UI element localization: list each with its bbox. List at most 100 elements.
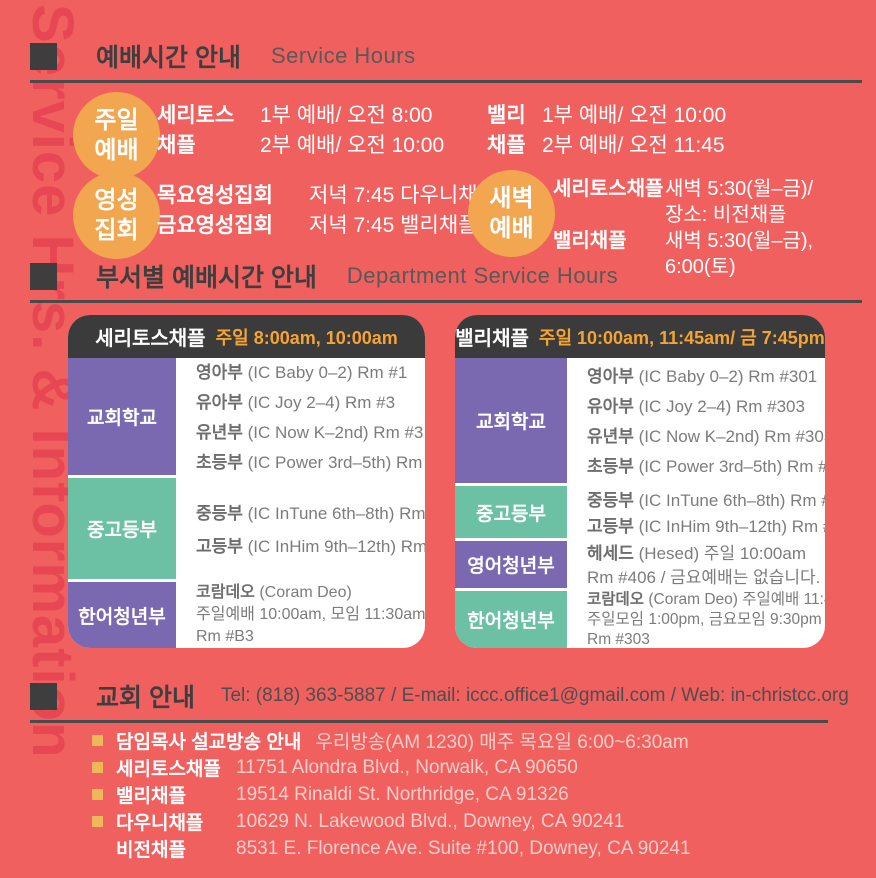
section-title-en: Service Hours bbox=[270, 43, 416, 68]
card-schedule: 주일 10:00am, 11:45am/ 금 7:45pm bbox=[538, 327, 825, 348]
dept-lines: 영아부 (IC Baby 0–2) Rm #1 유아부 (IC Joy 2–4)… bbox=[176, 358, 425, 478]
info-label: 담임목사 설교방송 안내 bbox=[116, 732, 302, 753]
dept-row: 영어청년부 헤세드 (Hesed) 주일 10:00am Rm #406 / 금… bbox=[455, 541, 825, 591]
section-title-ko: 교회 안내 bbox=[96, 684, 195, 712]
sunday-worship-badge: 주일 예배 bbox=[73, 92, 160, 179]
info-item: 세리토스채플 11751 Alondra Blvd., Norwalk, CA … bbox=[92, 754, 691, 781]
dept-lines: 헤세드 (Hesed) 주일 10:00am Rm #406 / 금요예배는 없… bbox=[567, 541, 825, 591]
dept-line: 코람데오 (Coram Deo) 주일예배 11:45am, bbox=[587, 591, 825, 608]
dept-line: 코람데오 (Coram Deo) bbox=[196, 584, 352, 601]
dawn-times: 새벽 5:30(월–금), 6:00(토) bbox=[665, 230, 814, 278]
dept-line: 헤세드 (Hesed) 주일 10:00am bbox=[587, 544, 806, 563]
badge-line: 예배 bbox=[489, 214, 534, 242]
info-label: 비전채플 bbox=[116, 840, 186, 861]
dept-label: 중고등부 bbox=[455, 486, 567, 541]
info-label: 세리토스채플 bbox=[116, 759, 221, 780]
dawn-worship-badge: 새벽 예배 bbox=[468, 170, 555, 257]
dept-line: 주일예배 10:00am, 모임 11:30am bbox=[196, 606, 425, 623]
dept-row: 중고등부 중등부 (IC InTune 6th–8th) Rm #50 고등부 … bbox=[68, 478, 425, 582]
dept-lines: 코람데오 (Coram Deo) 주일예배 11:45am, 주일모임 1:00… bbox=[567, 591, 825, 648]
section-marker-square bbox=[30, 42, 57, 70]
info-label: 밸리채플 bbox=[116, 786, 186, 807]
section-title-ko: 예배시간 안내 bbox=[96, 44, 241, 72]
badge-line: 새벽 bbox=[489, 184, 534, 212]
sunday-valley-group: 밸리 채플 1부 예배/ 오전 10:00 2부 예배/ 오전 11:45 bbox=[487, 101, 726, 161]
dept-line: 주일모임 1:00pm, 금요모임 9:30pm / bbox=[587, 610, 825, 628]
dept-line: 중등부 (IC InTune 6th–8th) Rm #50 bbox=[196, 504, 425, 523]
info-item: 비전채플 8531 E. Florence Ave. Suite #100, D… bbox=[92, 835, 691, 862]
dept-lines: 중등부 (IC InTune 6th–8th) Rm #406 고등부 (IC … bbox=[567, 486, 825, 541]
dept-line: 영아부 (IC Baby 0–2) Rm #1 bbox=[196, 363, 408, 382]
info-value: 10629 N. Lakewood Blvd., Downey, CA 9024… bbox=[236, 810, 625, 832]
chapel-name-label: 세리토스채플 bbox=[553, 178, 664, 200]
church-info-section-header: 교회 안내 Tel: (818) 363-5887 / E-mail: iccc… bbox=[30, 678, 849, 723]
info-value: 8531 E. Florence Ave. Suite #100, Downey… bbox=[236, 837, 691, 859]
service-time-row: 2부 예배/ 오전 10:00 bbox=[260, 134, 445, 157]
card-chapel-name: 세리토스채플 bbox=[95, 328, 206, 350]
chapel-name-label: 밸리 채플 bbox=[487, 104, 526, 157]
spirit-rally-badge: 영성 집회 bbox=[73, 172, 160, 259]
dept-line: 초등부 (IC Power 3rd–5th) Rm #402 bbox=[587, 457, 825, 476]
dept-row: 교회학교 영아부 (IC Baby 0–2) Rm #301 유아부 (IC J… bbox=[455, 358, 825, 486]
card-body: 교회학교 영아부 (IC Baby 0–2) Rm #1 유아부 (IC Joy… bbox=[68, 358, 425, 648]
section-title-en: Department Service Hours bbox=[346, 263, 619, 288]
section-title-ko: 부서별 예배시간 안내 bbox=[96, 264, 317, 292]
dept-label: 교회학교 bbox=[455, 358, 567, 486]
sunday-cerritos-group: 세리토스 채플 1부 예배/ 오전 8:00 2부 예배/ 오전 10:00 bbox=[157, 101, 444, 161]
dept-line: Rm #B3 bbox=[196, 628, 254, 645]
service-time-row: 밸리채플 새벽 5:30(월–금), 6:00(토) bbox=[553, 228, 876, 280]
service-times: 1부 예배/ 오전 8:00 2부 예배/ 오전 10:00 bbox=[260, 101, 444, 161]
service-hours-section-header: 예배시간 안내 Service Hours bbox=[30, 38, 862, 83]
info-value: 19514 Rinaldi St. Northridge, CA 91326 bbox=[236, 783, 569, 805]
dept-line: 고등부 (IC InHim 9th–12th) Rm #50 bbox=[196, 537, 425, 556]
card-header: 밸리채플 주일 10:00am, 11:45am/ 금 7:45pm bbox=[455, 315, 825, 358]
service-time-row: 1부 예배/ 오전 8:00 bbox=[260, 104, 433, 127]
dept-line: 유년부 (IC Now K–2nd) Rm #3 bbox=[196, 423, 424, 442]
dept-row: 교회학교 영아부 (IC Baby 0–2) Rm #1 유아부 (IC Joy… bbox=[68, 358, 425, 478]
dept-line: 유아부 (IC Joy 2–4) Rm #3 bbox=[196, 393, 396, 412]
info-value: 우리방송(AM 1230) 매주 목요일 6:00~6:30am bbox=[315, 732, 689, 753]
dept-label: 한어청년부 bbox=[455, 591, 567, 648]
rally-time: 저녁 7:45 밸리채플 bbox=[309, 214, 478, 237]
dept-line: 유년부 (IC Now K–2nd) Rm #303 bbox=[587, 427, 825, 446]
rally-time: 저녁 7:45 다우니채플 bbox=[309, 184, 497, 207]
card-cerritos-chapel: 세리토스채플 주일 8:00am, 10:00am 교회학교 영아부 (IC B… bbox=[68, 315, 425, 648]
dept-row: 중고등부 중등부 (IC InTune 6th–8th) Rm #406 고등부… bbox=[455, 486, 825, 541]
service-time-row: 금요영성집회 저녁 7:45 밸리채플 bbox=[157, 211, 497, 241]
dawn-worship-group: 세리토스채플 새벽 5:30(월–금)/ 장소: 비전채플 밸리채플 새벽 5:… bbox=[553, 176, 876, 280]
bullet-square-icon bbox=[92, 762, 103, 773]
spirit-rally-group: 목요영성집회 저녁 7:45 다우니채플 금요영성집회 저녁 7:45 밸리채플 bbox=[157, 181, 497, 241]
dept-line: Rm #303 bbox=[587, 630, 650, 648]
dept-label: 영어청년부 bbox=[455, 541, 567, 591]
rally-name-label: 금요영성집회 bbox=[157, 214, 273, 237]
dept-line: 중등부 (IC InTune 6th–8th) Rm #406 bbox=[587, 490, 825, 510]
dept-line: 고등부 (IC InHim 9th–12th) Rm #406 bbox=[587, 516, 825, 536]
bullet-square-icon bbox=[92, 816, 103, 827]
dept-line: 영아부 (IC Baby 0–2) Rm #301 bbox=[587, 367, 818, 386]
chapel-name-label: 세리토스 채플 bbox=[157, 104, 235, 157]
service-time-row: 세리토스채플 새벽 5:30(월–금)/ 장소: 비전채플 bbox=[553, 176, 876, 228]
service-times: 1부 예배/ 오전 10:00 2부 예배/ 오전 11:45 bbox=[542, 101, 726, 161]
info-item: 밸리채플 19514 Rinaldi St. Northridge, CA 91… bbox=[92, 781, 691, 808]
dept-label: 중고등부 bbox=[68, 478, 176, 582]
section-marker-square bbox=[30, 262, 57, 290]
card-body: 교회학교 영아부 (IC Baby 0–2) Rm #301 유아부 (IC J… bbox=[455, 358, 825, 648]
section-marker-square bbox=[30, 682, 57, 710]
dept-lines: 코람데오 (Coram Deo) 주일예배 10:00am, 모임 11:30a… bbox=[176, 582, 425, 648]
card-header: 세리토스채플 주일 8:00am, 10:00am bbox=[68, 315, 425, 358]
contact-line: Tel: (818) 363-5887 / E-mail: iccc.offic… bbox=[220, 685, 849, 706]
dept-label: 교회학교 bbox=[68, 358, 176, 478]
rally-name-label: 목요영성집회 bbox=[157, 184, 273, 207]
info-value: 11751 Alondra Blvd., Norwalk, CA 90650 bbox=[236, 756, 578, 778]
service-time-row: 목요영성집회 저녁 7:45 다우니채플 bbox=[157, 181, 497, 211]
service-time-row: 1부 예배/ 오전 10:00 bbox=[542, 104, 727, 127]
bullet-square-icon bbox=[92, 789, 103, 800]
dept-label: 한어청년부 bbox=[68, 582, 176, 648]
dawn-times: 새벽 5:30(월–금)/ 장소: 비전채플 bbox=[665, 178, 814, 226]
chapel-name-label: 밸리채플 bbox=[553, 230, 627, 252]
dept-lines: 중등부 (IC InTune 6th–8th) Rm #50 고등부 (IC I… bbox=[176, 478, 425, 582]
info-label: 다우니채플 bbox=[116, 813, 204, 834]
badge-line: 집회 bbox=[94, 216, 139, 244]
badge-line: 주일 bbox=[94, 106, 139, 134]
